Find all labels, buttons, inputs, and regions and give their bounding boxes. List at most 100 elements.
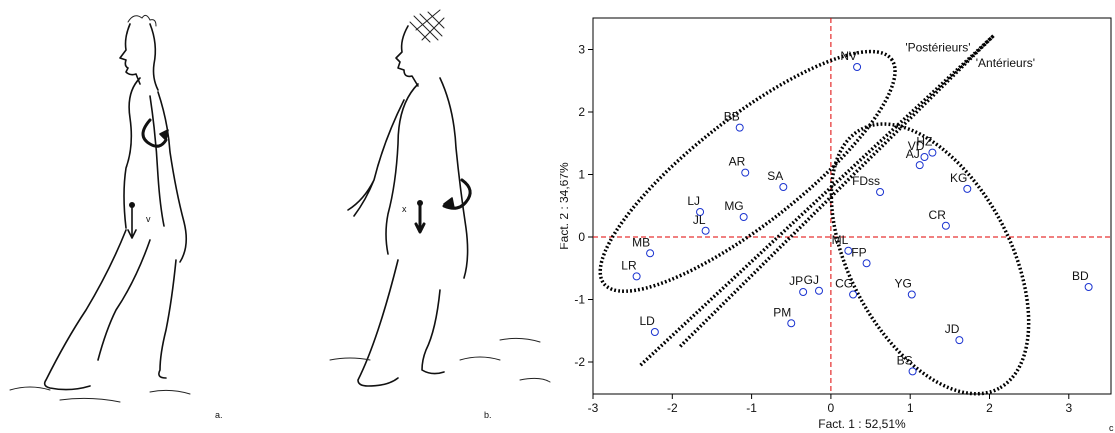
point-label: JL xyxy=(693,213,706,227)
separator-line-1 xyxy=(639,34,995,367)
figure-b-sketch: x b. xyxy=(329,9,551,420)
figure-a-sketch: v a. xyxy=(9,14,223,420)
point-label: LD xyxy=(640,314,656,328)
axis-ticks: -3 -2 -1 0 1 2 3 -2 -1 0 1 2 3 xyxy=(574,43,1072,416)
data-point-ar: AR xyxy=(729,155,750,177)
point-marker xyxy=(646,249,655,258)
data-point-yg: YG xyxy=(894,277,916,299)
data-point-aj: AJ xyxy=(906,147,924,170)
point-marker xyxy=(928,148,937,157)
point-marker xyxy=(735,123,744,132)
point-marker xyxy=(815,286,824,295)
point-marker xyxy=(701,226,710,235)
x-tick-label: 2 xyxy=(986,401,993,415)
x-tick-label: 0 xyxy=(828,401,835,415)
data-point-mb: MB xyxy=(632,235,655,258)
point-label: PM xyxy=(773,305,791,319)
data-point-fp: FP xyxy=(851,245,871,268)
svg-text:v: v xyxy=(146,214,151,224)
posture-illustrations: v a. x b. xyxy=(9,9,551,420)
annotation-2: 'Antérieurs' xyxy=(976,56,1035,70)
point-marker xyxy=(907,290,916,299)
plot-area xyxy=(592,17,1112,395)
data-point-gj: GJ xyxy=(804,273,824,295)
factor-scatter-chart: -3 -2 -1 0 1 2 3 -2 -1 0 1 2 3 NV BB AR SA LJ JL MG MB LR LD H… xyxy=(560,17,1114,433)
panel-b-label: b. xyxy=(484,410,492,420)
point-label: ML xyxy=(832,233,849,247)
point-marker xyxy=(844,246,853,255)
point-label: AR xyxy=(729,155,746,169)
svg-text:x: x xyxy=(402,204,407,214)
data-point-fdss: FDss xyxy=(852,174,885,196)
point-marker xyxy=(876,188,885,196)
point-label: AJ xyxy=(906,147,920,161)
x-tick-label: 3 xyxy=(1065,401,1072,415)
point-label: MG xyxy=(724,199,743,213)
y-tick-label: -2 xyxy=(574,355,585,369)
y-tick-label: 1 xyxy=(578,168,585,182)
point-label: SA xyxy=(767,169,783,183)
x-tick-label: -1 xyxy=(746,401,757,415)
data-point-lj: LJ xyxy=(687,194,705,216)
data-point-mg: MG xyxy=(724,199,748,221)
point-label: MB xyxy=(632,235,650,249)
x-tick-label: 1 xyxy=(907,401,914,415)
data-point-jp: JP xyxy=(789,274,808,296)
point-label: JP xyxy=(789,274,803,288)
data-point-nv: NV xyxy=(840,49,862,71)
separator-line-2 xyxy=(678,34,995,348)
point-marker xyxy=(908,367,917,376)
point-marker xyxy=(779,183,788,191)
x-axis-title: Fact. 1 : 52,51% xyxy=(818,417,906,431)
point-marker xyxy=(849,290,858,299)
data-point-vd: VD xyxy=(908,139,929,161)
point-label: CR xyxy=(929,208,947,222)
point-marker xyxy=(739,213,748,221)
cluster-ellipse-1 xyxy=(598,49,897,293)
point-label: KG xyxy=(950,171,967,185)
data-point-bs: BS xyxy=(897,353,917,376)
y-tick-label: -1 xyxy=(574,293,585,307)
point-marker xyxy=(963,184,972,193)
data-point-kg: KG xyxy=(950,171,972,193)
y-tick-label: 3 xyxy=(578,43,585,57)
point-marker xyxy=(741,168,750,177)
point-label: BS xyxy=(897,353,913,367)
point-label: YG xyxy=(894,277,911,291)
point-label: GJ xyxy=(804,273,819,287)
data-point-pm: PM xyxy=(773,305,796,328)
annotations: 'Postérieurs' 'Antérieurs' xyxy=(905,40,1035,70)
point-label: BD xyxy=(1072,269,1089,283)
data-point-jd: JD xyxy=(945,322,964,345)
cluster-ellipses xyxy=(598,49,1031,396)
point-marker xyxy=(696,208,705,216)
point-label: VD xyxy=(908,139,925,153)
x-tick-label: -3 xyxy=(588,401,599,415)
point-marker xyxy=(862,259,871,268)
data-point-hz: HZ xyxy=(916,135,937,157)
point-label: FDss xyxy=(852,174,880,188)
point-marker xyxy=(632,272,641,281)
x-tick-label: -2 xyxy=(667,401,678,415)
point-marker xyxy=(799,288,808,296)
point-marker xyxy=(787,319,796,328)
point-label: BB xyxy=(724,110,740,124)
data-point-jl: JL xyxy=(693,213,710,235)
point-label: CG xyxy=(835,277,853,291)
y-axis-title: Fact. 2 : 34,67% xyxy=(560,162,571,250)
panel-a-label: a. xyxy=(215,410,223,420)
data-point-bd: BD xyxy=(1072,269,1093,291)
cluster-ellipse-2 xyxy=(829,122,1031,396)
point-marker xyxy=(853,63,862,71)
point-label: HZ xyxy=(916,135,932,149)
point-marker xyxy=(920,153,929,161)
point-label: LJ xyxy=(687,194,700,208)
separator-lines xyxy=(639,34,995,367)
data-point-cr: CR xyxy=(929,208,950,230)
data-point-ml: ML xyxy=(832,233,853,255)
data-point-ld: LD xyxy=(640,314,659,336)
corner-mark: c xyxy=(1109,423,1114,433)
point-marker xyxy=(941,221,950,230)
data-point-sa: SA xyxy=(767,169,788,191)
